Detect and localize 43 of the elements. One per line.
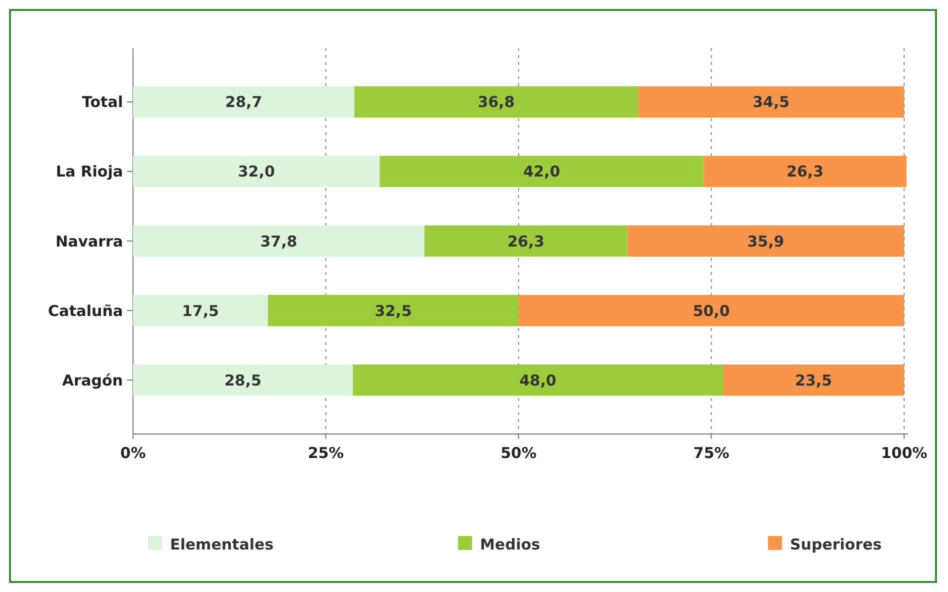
data-label: 36,8 bbox=[478, 93, 515, 112]
bar bbox=[133, 225, 424, 257]
bar bbox=[354, 86, 638, 118]
legend-label: Superiores bbox=[790, 535, 882, 554]
bar bbox=[424, 225, 628, 257]
bar bbox=[627, 225, 904, 257]
bar bbox=[268, 294, 519, 326]
bar bbox=[133, 86, 354, 118]
bar bbox=[518, 294, 904, 326]
y-tick-label: Aragón bbox=[62, 371, 123, 390]
data-label: 26,3 bbox=[507, 232, 544, 250]
data-label: 26,3 bbox=[786, 162, 824, 181]
data-label: 32,5 bbox=[374, 302, 412, 320]
x-tick-label: 25% bbox=[308, 444, 344, 462]
x-tick-label: 50% bbox=[500, 444, 537, 462]
bar bbox=[352, 364, 723, 396]
bar bbox=[133, 294, 268, 326]
data-label: 17,5 bbox=[182, 302, 219, 320]
data-label: 48,0 bbox=[519, 371, 556, 390]
data-label: 42,0 bbox=[523, 162, 560, 181]
legend-label: Elementales bbox=[170, 535, 274, 554]
bar bbox=[638, 86, 904, 118]
data-label: 28,7 bbox=[225, 93, 262, 112]
bar bbox=[704, 156, 906, 188]
legend-label: Medios bbox=[480, 535, 540, 554]
data-label: 37,8 bbox=[260, 232, 298, 250]
x-tick-label: 100% bbox=[880, 444, 928, 462]
y-tick-label: Total bbox=[82, 93, 123, 112]
data-label: 28,5 bbox=[224, 371, 262, 390]
data-label: 35,9 bbox=[747, 232, 784, 250]
bar bbox=[722, 364, 904, 396]
bar bbox=[133, 156, 380, 188]
data-label: 32,0 bbox=[238, 162, 275, 181]
data-label: 50,0 bbox=[692, 302, 730, 320]
y-tick-label: Cataluña bbox=[48, 302, 123, 320]
y-tick-label: La Rioja bbox=[56, 162, 123, 181]
bar bbox=[380, 156, 704, 188]
bar bbox=[133, 364, 353, 396]
x-tick-label: 75% bbox=[693, 444, 730, 462]
data-label: 34,5 bbox=[752, 93, 790, 112]
x-tick-label: 0% bbox=[120, 444, 146, 462]
y-tick-label: Navarra bbox=[56, 232, 123, 250]
data-label: 23,5 bbox=[795, 371, 832, 390]
